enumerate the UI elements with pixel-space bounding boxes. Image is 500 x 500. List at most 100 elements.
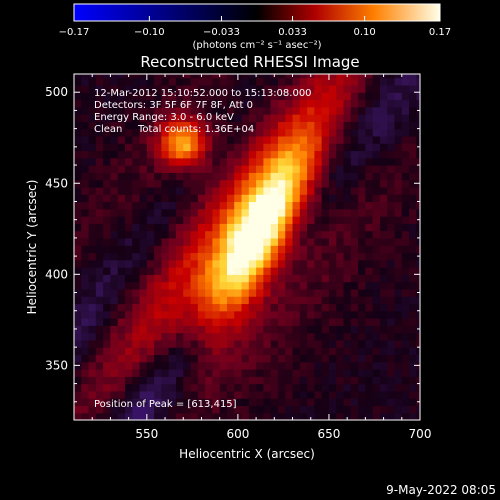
heatmap-cell [328,121,337,130]
heatmap-cell [183,245,192,254]
heatmap-cell [256,347,264,356]
heatmap-cell [285,74,294,79]
heatmap-cell [394,288,403,297]
heatmap-cell [175,347,184,356]
heatmap-cell [205,339,213,348]
heatmap-cell [379,84,388,93]
heatmap-cell [263,296,272,305]
heatmap-cell [226,339,235,348]
heatmap-cell [263,412,272,420]
heatmap-cell [256,135,264,144]
heatmap-cell [358,296,366,305]
heatmap-cell [248,223,257,232]
heatmap-cell [132,135,141,144]
heatmap-cell [226,259,235,268]
heatmap-cell [387,77,396,86]
heatmap-cell [394,194,403,203]
heatmap-cell [212,237,221,246]
heatmap-cell [124,252,133,261]
heatmap-cell [161,369,170,377]
heatmap-cell [132,223,141,232]
heatmap-cell [95,325,104,334]
heatmap-cell [205,84,213,93]
heatmap-cell [154,74,163,79]
heatmap-cell [197,230,206,239]
heatmap-cell [416,165,420,173]
heatmap-cell [117,405,126,414]
heatmap-cell [205,150,213,159]
heatmap-cell [81,347,90,356]
heatmap-cell [336,390,345,399]
heatmap-cell [139,179,148,188]
heatmap-cell [343,361,352,370]
heatmap-cell [124,339,133,348]
heatmap-cell [394,186,403,195]
heatmap-cell [175,114,184,122]
heatmap-cell [212,339,221,348]
heatmap-cell [379,296,388,305]
heatmap-cell [88,223,97,232]
heatmap-cell [328,186,337,195]
heatmap-cell [95,398,104,407]
heatmap-cell [299,412,308,420]
heatmap-cell [124,99,133,108]
heatmap-cell [168,77,177,86]
heatmap-cell [175,398,184,407]
heatmap-cell [161,412,170,420]
heatmap-cell [277,296,286,305]
heatmap-cell [409,77,417,86]
heatmap-cell [321,237,330,246]
heatmap-cell [292,310,301,319]
y-axis-label: Heliocentric Y (arcsec) [25,180,39,315]
colorbar-tick-label: 0.10 [354,27,376,38]
heatmap-cell [394,216,403,224]
heatmap-cell [299,245,308,254]
heatmap-cell [175,245,184,254]
heatmap-cell [277,259,286,268]
heatmap-cell [328,303,337,312]
heatmap-cell [358,405,366,414]
heatmap-cell [256,354,264,363]
heatmap-cell [146,99,155,108]
heatmap-cell [379,128,388,137]
heatmap-cell [394,361,403,370]
heatmap-cell [314,390,323,399]
heatmap-cell [219,157,228,166]
heatmap-cell [379,318,388,326]
heatmap-cell [379,259,388,268]
heatmap-cell [314,106,323,115]
heatmap-cell [256,303,264,312]
heatmap-cell [205,77,213,86]
heatmap-cell [124,318,133,326]
heatmap-cell [248,383,257,392]
heatmap-cell [124,106,133,115]
heatmap-cell [350,201,359,210]
heatmap-cell [277,135,286,144]
heatmap-cell [387,376,396,385]
heatmap-cell [175,99,184,108]
heatmap-cell [394,318,403,326]
heatmap-cell [299,216,308,224]
heatmap-cell [226,376,235,385]
heatmap-cell [74,186,82,195]
heatmap-cell [110,150,119,159]
heatmap-cell [358,74,366,79]
heatmap-cell [161,150,170,159]
heatmap-cell [95,383,104,392]
heatmap-cell [132,121,141,130]
heatmap-cell [277,288,286,297]
heatmap-cell [350,194,359,203]
heatmap-cell [117,259,126,268]
heatmap-cell [110,92,119,101]
heatmap-cell [168,150,177,159]
heatmap-cell [190,259,199,268]
heatmap-cell [175,237,184,246]
heatmap-cell [365,150,374,159]
heatmap-cell [307,398,315,407]
heatmap-cell [183,135,192,144]
heatmap-cell [394,369,403,377]
heatmap-cell [81,245,90,254]
heatmap-cell [190,165,199,173]
heatmap-cell [343,128,352,137]
